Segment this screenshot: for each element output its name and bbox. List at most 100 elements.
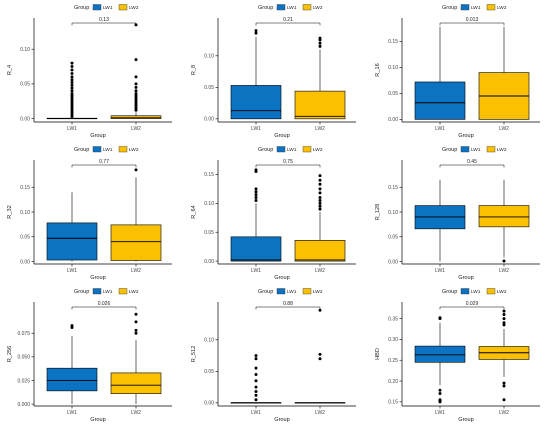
outlier-point — [134, 102, 138, 106]
x-axis-label: Group — [274, 417, 290, 423]
significance-bracket: 0.013 — [439, 17, 505, 26]
panel-R_512: Group LW1 LW2 0.00 0.05 0.10 R_512 LW1 LW2 Group 0… — [191, 288, 356, 423]
legend: Group LW1 LW2 — [442, 4, 507, 11]
legend-label-LW2: LW2 — [313, 5, 323, 11]
outlier-point — [70, 98, 74, 102]
y-axis-label: R_4 — [7, 65, 13, 75]
legend: Group LW1 LW2 — [258, 146, 323, 153]
legend-swatch-LW1 — [460, 4, 470, 11]
x-tick-label-LW2: LW2 — [131, 268, 141, 274]
outlier-point — [134, 92, 138, 96]
outlier-point — [438, 388, 442, 392]
box-body — [294, 240, 346, 262]
p-value-label: 0.21 — [283, 17, 293, 23]
box-LW1 — [230, 354, 282, 404]
box-body — [46, 367, 98, 392]
legend-swatch-LW2 — [302, 146, 312, 153]
outlier-point — [70, 89, 74, 93]
legend: Group LW1 LW2 — [74, 146, 139, 153]
x-axis-label: Group — [458, 133, 474, 139]
legend-title: Group — [442, 289, 457, 295]
outlier-point — [318, 352, 322, 356]
outlier-point — [318, 196, 322, 200]
y-axis-label: R_256 — [7, 346, 13, 362]
p-value-label: 0.013 — [466, 17, 479, 23]
box-LW2 — [110, 168, 162, 262]
outlier-point — [318, 178, 322, 182]
x-axis-label: Group — [274, 133, 290, 139]
significance-bracket: 0.029 — [439, 301, 505, 310]
legend-swatch-LW2 — [302, 4, 312, 11]
box-body — [414, 345, 466, 363]
legend-swatch-LW1 — [92, 146, 102, 153]
legend-label-LW1: LW1 — [287, 147, 297, 153]
outlier-point — [254, 357, 258, 361]
outlier-point — [134, 104, 138, 108]
y-axis-label: HBD — [375, 348, 381, 360]
box-LW1 — [46, 192, 98, 262]
outlier-point — [254, 196, 258, 200]
legend-title: Group — [74, 289, 89, 295]
p-value-label: 0.88 — [283, 301, 293, 307]
y-tick-label: 0.00 — [204, 401, 214, 407]
outlier-point — [254, 198, 258, 202]
legend: Group LW1 LW2 — [258, 4, 323, 11]
outlier-point — [502, 321, 506, 325]
y-tick-label: 0.075 — [17, 331, 30, 337]
outlier-point — [502, 312, 506, 316]
outlier-point — [134, 82, 138, 86]
outlier-point — [318, 207, 322, 211]
box-LW2 — [478, 309, 530, 402]
outlier-point — [318, 201, 322, 205]
outlier-point — [318, 182, 322, 186]
legend-label-LW1: LW1 — [287, 289, 297, 295]
y-axis-label: R_64 — [191, 205, 197, 218]
legend-swatch-LW2 — [118, 4, 128, 11]
outlier-point — [254, 29, 258, 33]
x-tick-label-LW2: LW2 — [499, 410, 509, 416]
x-tick-label-LW1: LW1 — [435, 126, 445, 132]
outlier-point — [254, 393, 258, 397]
legend-swatch-LW1 — [460, 146, 470, 153]
legend-label-LW1: LW1 — [471, 5, 481, 11]
outlier-point — [254, 168, 258, 172]
outlier-point — [70, 68, 74, 72]
legend: Group LW1 LW2 — [442, 288, 507, 295]
legend-label-LW2: LW2 — [129, 5, 139, 11]
box-LW2 — [294, 36, 346, 120]
y-tick-label: 0.025 — [17, 378, 30, 384]
y-axis-label: R_128 — [375, 204, 381, 220]
box-body — [478, 205, 530, 228]
y-axis-label: R_512 — [191, 346, 197, 362]
x-tick-label-LW1: LW1 — [435, 410, 445, 416]
y-tick-label: 0.05 — [204, 85, 214, 91]
outlier-point — [502, 317, 506, 321]
outlier-point — [70, 71, 74, 75]
legend-swatch-LW2 — [486, 4, 496, 11]
outlier-point — [438, 392, 442, 396]
outlier-point — [134, 328, 138, 332]
y-tick-label: 0.15 — [20, 185, 30, 191]
p-value-label: 0.77 — [99, 159, 109, 165]
outlier-point — [70, 114, 74, 118]
outlier-point — [134, 168, 138, 172]
box-LW2 — [110, 23, 162, 119]
outlier-point — [438, 316, 442, 320]
outlier-point — [318, 187, 322, 191]
y-tick-label: 0.15 — [388, 400, 398, 406]
p-value-label: 0.75 — [283, 159, 293, 165]
x-tick-label-LW1: LW1 — [67, 410, 77, 416]
legend-label-LW1: LW1 — [103, 147, 113, 153]
outlier-point — [254, 31, 258, 35]
x-tick-label-LW2: LW2 — [315, 410, 325, 416]
y-tick-label: 0.10 — [204, 54, 214, 60]
box-body — [110, 224, 162, 261]
y-axis-label: R_32 — [7, 205, 13, 218]
x-tick-label-LW2: LW2 — [315, 126, 325, 132]
box-body — [110, 372, 162, 395]
panel-R_8: Group LW1 LW2 0.00 0.05 0.10 R_8 LW1 LW2 Group 0.2… — [191, 4, 356, 139]
outlier-point — [254, 379, 258, 383]
legend-title: Group — [74, 5, 89, 11]
box-LW1 — [46, 61, 98, 120]
